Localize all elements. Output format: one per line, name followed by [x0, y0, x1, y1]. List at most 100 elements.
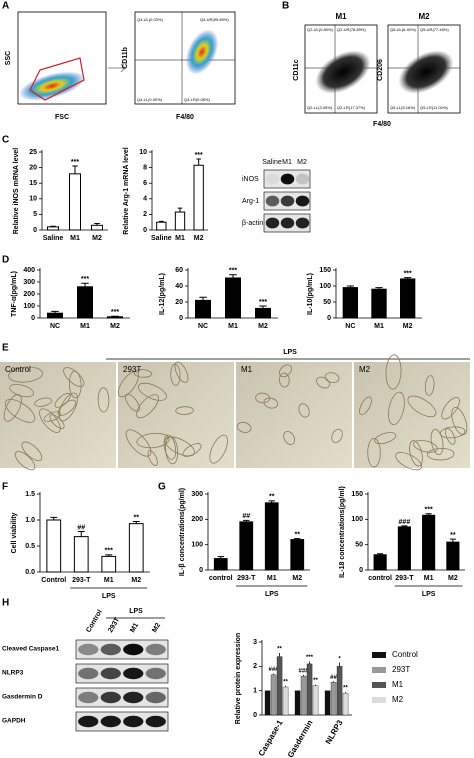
cell — [39, 408, 61, 433]
annotation: ## — [77, 524, 85, 531]
error-bar — [449, 538, 456, 543]
y-axis-title: IL-β concentrations(pg/ml) — [179, 488, 186, 576]
blot-band — [295, 173, 310, 185]
blot-band — [295, 217, 310, 229]
bar — [73, 536, 89, 573]
y-tick-label: 0.0 — [25, 569, 35, 576]
error-bar — [177, 207, 183, 213]
error-bar — [159, 220, 164, 223]
y-axis-title: IL-12(pg/mL) — [159, 273, 166, 315]
bar — [422, 514, 436, 571]
micrograph-label: Control — [5, 365, 31, 374]
x-tick-label: M2 — [131, 577, 141, 584]
cell — [407, 395, 437, 418]
x-tick-label: M1 — [267, 575, 277, 582]
error-bar — [132, 521, 140, 524]
x-tick-label: Saline — [151, 235, 172, 242]
blot-band — [78, 667, 99, 680]
y-tick-label: 40 — [175, 283, 183, 290]
x-tick-label: NC — [198, 323, 208, 330]
y-tick-label: 1 — [253, 688, 257, 695]
annotation: ## — [242, 513, 250, 520]
x-tick-label: M1 — [374, 323, 384, 330]
x-tick-label: Control — [41, 577, 66, 584]
y-tick-label: 0 — [33, 227, 37, 234]
y-tick-label: 8 — [143, 164, 147, 171]
error-bar — [51, 310, 59, 314]
annotation: *** — [229, 268, 237, 275]
group-label: LPS — [102, 593, 116, 600]
y-axis-title: TNF-α(pg/mL) — [11, 271, 18, 317]
y-tick-label: 25 — [29, 149, 37, 156]
cell — [164, 436, 195, 457]
quadrant-label: Q4-LR(0.08%) — [184, 97, 210, 102]
cell — [3, 394, 22, 422]
cell — [367, 437, 381, 468]
cell — [163, 434, 177, 460]
cell — [68, 370, 82, 399]
blot-strip — [75, 687, 169, 708]
legend-swatch — [372, 682, 386, 688]
x-tick-label: M1 — [104, 577, 114, 584]
blot-band — [123, 691, 144, 704]
x-tick-label: M2 — [292, 575, 302, 582]
row-label: Gasdermin D — [2, 694, 43, 701]
panel-label: E — [2, 343, 9, 354]
bar — [107, 316, 123, 319]
x-tick-label: control — [209, 575, 233, 582]
group-label: LPS — [265, 591, 279, 598]
y-tick-label: 0 — [327, 315, 331, 322]
bar — [101, 555, 117, 573]
blot-band — [100, 643, 121, 656]
cell — [263, 397, 279, 409]
legend-label: M1 — [392, 680, 404, 689]
x-tick-label: M2 — [403, 323, 413, 330]
cell — [424, 375, 435, 396]
group-label: LPS — [283, 349, 297, 356]
row-label: Arg-1 — [242, 198, 259, 205]
y-tick-label: 0 — [199, 567, 203, 574]
cell — [97, 387, 110, 413]
y-tick-label: 20 — [29, 164, 37, 171]
lane-label: M1 — [282, 159, 292, 166]
error-bar — [105, 554, 113, 557]
blot-band — [100, 691, 121, 704]
y-tick-label: 5 — [33, 211, 37, 218]
quadrant-label: Q5-UL(6.40%) — [390, 27, 416, 32]
y-tick-label: 1.0 — [25, 517, 35, 524]
axis-title: F4/80 — [176, 114, 194, 121]
quadrant-label: Q2-UL(0.89%) — [307, 27, 333, 32]
annotation: ### — [399, 519, 411, 526]
y-tick-label: 100 — [351, 516, 363, 523]
annotation: ** — [450, 532, 456, 539]
bar — [77, 286, 93, 319]
panel-label: H — [2, 598, 9, 609]
blot-band — [280, 173, 295, 185]
bar — [174, 211, 186, 231]
error-bar — [94, 222, 100, 226]
annotation: *** — [81, 276, 89, 283]
cell — [331, 428, 343, 444]
blot-band — [280, 195, 295, 207]
bar — [371, 288, 387, 319]
bar — [195, 299, 211, 319]
blot-strip — [75, 663, 169, 684]
micrograph-label: M1 — [241, 365, 253, 374]
bar — [400, 278, 416, 319]
y-tick-label: 300 — [191, 491, 203, 498]
y-tick-label: 2 — [143, 211, 147, 218]
y-tick-label: 200 — [191, 516, 203, 523]
annotation: *** — [259, 299, 267, 306]
blot-band — [265, 217, 280, 229]
y-tick-label: 300 — [23, 279, 35, 286]
bar — [264, 690, 271, 716]
annotation: *** — [404, 271, 412, 278]
y-tick-label: 0 — [359, 567, 363, 574]
bar — [342, 692, 349, 716]
error-bar — [294, 538, 301, 540]
plot-title: M2 — [418, 12, 430, 21]
x-tick-label: M2 — [110, 323, 120, 330]
y-tick-label: 1.5 — [25, 491, 35, 498]
cell — [209, 434, 228, 464]
blot-band — [123, 667, 144, 680]
